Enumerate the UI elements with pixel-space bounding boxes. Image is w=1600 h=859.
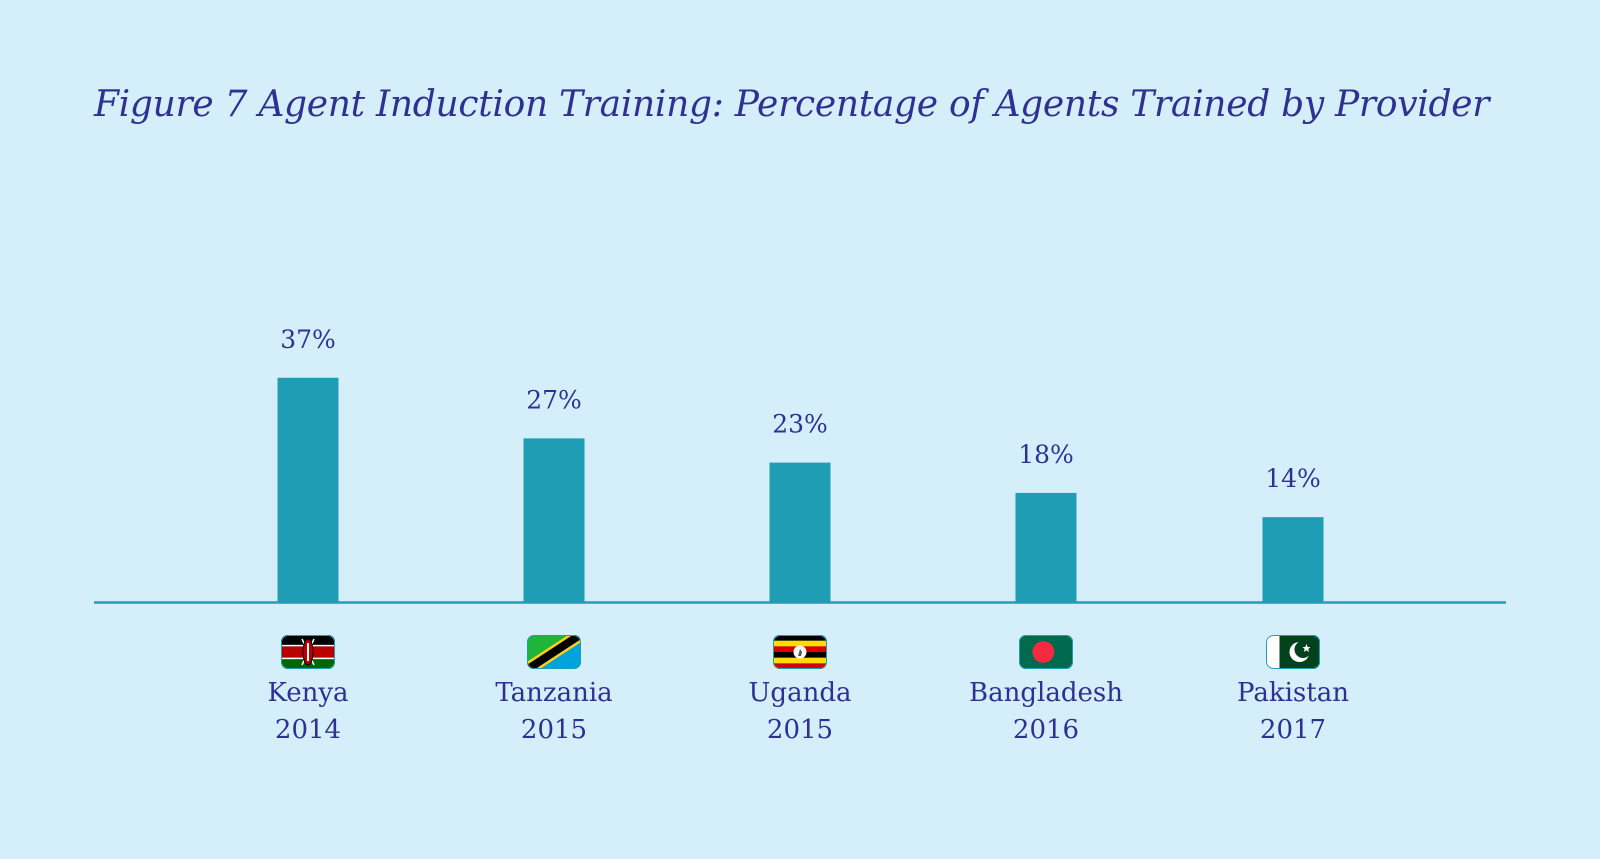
bar-uganda <box>769 462 831 602</box>
flag-border <box>281 635 335 669</box>
category-label-kenya: Kenya <box>267 678 348 708</box>
value-label-uganda: 23% <box>772 410 828 439</box>
year-label-pakistan: 2017 <box>1260 715 1326 745</box>
bar-pakistan <box>1262 517 1324 602</box>
flag-border <box>1266 635 1320 669</box>
value-label-kenya: 37% <box>280 325 336 354</box>
category-label-tanzania: Tanzania <box>495 678 612 708</box>
chart-title: Figure 7 Agent Induction Training: Perce… <box>94 84 1490 125</box>
value-label-tanzania: 27% <box>526 385 582 414</box>
value-label-bangladesh: 18% <box>1018 440 1074 469</box>
flag-border <box>773 635 827 669</box>
year-label-uganda: 2015 <box>767 715 833 745</box>
kenya-flag-icon <box>281 635 335 669</box>
flag-border <box>527 635 581 669</box>
category-label-bangladesh: Bangladesh <box>969 678 1123 708</box>
bangladesh-flag-icon <box>1019 635 1073 669</box>
category-label-pakistan: Pakistan <box>1237 678 1349 708</box>
uganda-flag-icon <box>773 635 827 669</box>
year-label-tanzania: 2015 <box>521 715 587 745</box>
pakistan-flag-icon <box>1266 635 1320 669</box>
bar-tanzania <box>523 438 585 602</box>
tanzania-flag-icon <box>527 635 581 669</box>
value-label-pakistan: 14% <box>1265 464 1321 493</box>
bar-kenya <box>277 377 339 602</box>
bar-bangladesh <box>1015 492 1077 602</box>
flag-border <box>1019 635 1073 669</box>
year-label-bangladesh: 2016 <box>1013 715 1079 745</box>
year-label-kenya: 2014 <box>275 715 341 745</box>
category-label-uganda: Uganda <box>749 678 852 708</box>
